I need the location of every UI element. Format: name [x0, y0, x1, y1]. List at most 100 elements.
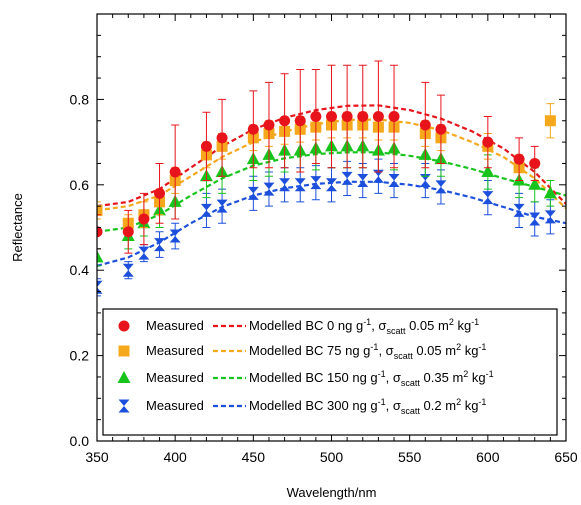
- legend-model-label: Modelled BC 300 ng g-1, σscatt 0.2 m2 kg…: [249, 397, 486, 416]
- s3-error-bar: [327, 167, 336, 203]
- legend: Measured Modelled BC 0 ng g-1, σscatt 0.0…: [102, 308, 558, 436]
- legend-entry-s2: Measured Modelled BC 150 ng g-1, σscatt 0…: [117, 369, 494, 388]
- s3-data-point: [482, 191, 494, 205]
- s3-error-bar: [202, 192, 211, 228]
- s3-data-point: [263, 182, 275, 196]
- s3-data-point: [310, 176, 322, 190]
- s3-data-point: [372, 169, 384, 183]
- s2-data-point: [543, 186, 557, 199]
- s0-data-point: [310, 110, 322, 122]
- s3-data-point: [419, 174, 431, 188]
- s3-data-point: [294, 178, 306, 192]
- s3-error-bar: [264, 171, 273, 207]
- s3-error-bar: [155, 231, 164, 258]
- x-axis-label: Wavelength/nm: [287, 485, 377, 500]
- s3-error-bar: [97, 278, 101, 297]
- s3-data-point: [247, 186, 259, 200]
- s3-error-bar: [218, 188, 227, 224]
- s3-error-bar: [296, 167, 305, 203]
- legend-measured-label: Measured: [146, 370, 204, 385]
- x-tick-label: 500: [320, 449, 344, 465]
- s2-data-point: [97, 250, 104, 263]
- x-tick-label: 350: [85, 449, 109, 465]
- y-axis-label: Reflectance: [10, 193, 25, 262]
- legend-entry-s1: Measured Modelled BC 75 ng g-1, σscatt 0.…: [118, 342, 486, 361]
- s2-data-point: [481, 164, 495, 177]
- s0-data-point: [122, 226, 134, 238]
- x-tick-label: 550: [398, 449, 422, 465]
- x-tick-label: 400: [163, 449, 187, 465]
- s3-data-point: [122, 263, 134, 277]
- s3-data-point: [435, 180, 447, 194]
- legend-box: [102, 308, 558, 436]
- y-tick-label: 0.4: [70, 262, 90, 278]
- s3-data-point: [97, 280, 103, 294]
- legend-measured-label: Measured: [146, 343, 204, 358]
- s0-data-point: [513, 153, 525, 165]
- s0-data-point: [341, 110, 353, 122]
- legend-measured-label: Measured: [146, 398, 204, 413]
- s0-data-point: [216, 132, 228, 144]
- s1-error-bar: [97, 201, 101, 220]
- y-tick-label: 0.0: [70, 433, 90, 449]
- legend-model-label: Modelled BC 75 ng g-1, σscatt 0.05 m2 kg…: [249, 342, 486, 361]
- s3-data-point: [513, 203, 525, 217]
- s2-legend-marker: [117, 371, 131, 383]
- s3-data-point: [388, 174, 400, 188]
- s3-data-point: [529, 212, 541, 226]
- axes: 350 400 450 500 550 600 650 0.0 0.2 0.4 0.6 0.8: [70, 13, 578, 465]
- s0-data-point: [357, 110, 369, 122]
- s1-legend-marker: [118, 345, 130, 357]
- legend-entry-s3: Measured Modelled BC 300 ng g-1, σscatt 0…: [118, 397, 486, 416]
- x-tick-label: 450: [242, 449, 266, 465]
- s1-data-point: [544, 115, 556, 127]
- s3-data-point: [357, 174, 369, 188]
- legend-entry-s0: Measured Modelled BC 0 ng g-1, σscatt 0.0…: [118, 317, 479, 336]
- s0-data-point: [154, 187, 166, 199]
- s0-data-point: [419, 119, 431, 131]
- x-tick-label: 600: [476, 449, 500, 465]
- legend-measured-label: Measured: [146, 318, 204, 333]
- plot-area: [97, 60, 566, 297]
- s3-data-point: [216, 199, 228, 213]
- s0-legend-marker: [118, 320, 130, 332]
- x-tick-label: 650: [554, 449, 578, 465]
- s3-data-point: [138, 246, 150, 260]
- s3-data-point: [154, 238, 166, 252]
- y-tick-label: 0.8: [70, 91, 90, 107]
- legend-model-label: Modelled BC 150 ng g-1, σscatt 0.35 m2 k…: [249, 369, 494, 388]
- y-tick-label: 0.2: [70, 348, 90, 364]
- s3-data-point: [326, 178, 337, 192]
- s3-data-point: [341, 171, 353, 185]
- s0-data-point: [372, 110, 384, 122]
- s0-data-point: [388, 110, 400, 122]
- s0-data-point: [482, 136, 494, 148]
- s3-error-bar: [358, 162, 367, 199]
- s0-data-point: [294, 115, 306, 127]
- s3-data-point: [544, 210, 556, 224]
- s3-data-point: [279, 178, 291, 192]
- s2-data-point: [528, 177, 542, 190]
- s0-data-point: [435, 123, 447, 135]
- s3-error-bar: [515, 192, 524, 228]
- s0-measured-points: [97, 60, 541, 254]
- s1-data-point: [97, 204, 103, 216]
- s0-data-point: [326, 110, 337, 122]
- y-tick-label: 0.6: [70, 177, 90, 193]
- s3-legend-marker: [118, 399, 130, 413]
- s0-data-point: [279, 115, 291, 127]
- s0-data-point: [200, 140, 212, 152]
- s3-error-bar: [280, 167, 289, 203]
- s0-data-point: [138, 213, 150, 225]
- s0-data-point: [529, 157, 541, 169]
- s0-data-point: [263, 119, 275, 131]
- s0-data-point: [247, 123, 259, 135]
- s3-error-bar: [171, 222, 180, 250]
- s0-data-point: [97, 226, 103, 238]
- s3-error-bar: [249, 175, 258, 211]
- s0-data-point: [169, 166, 181, 178]
- s3-data-point: [169, 229, 181, 243]
- s3-data-point: [200, 203, 212, 217]
- legend-model-label: Modelled BC 0 ng g-1, σscatt 0.05 m2 kg-…: [249, 317, 479, 336]
